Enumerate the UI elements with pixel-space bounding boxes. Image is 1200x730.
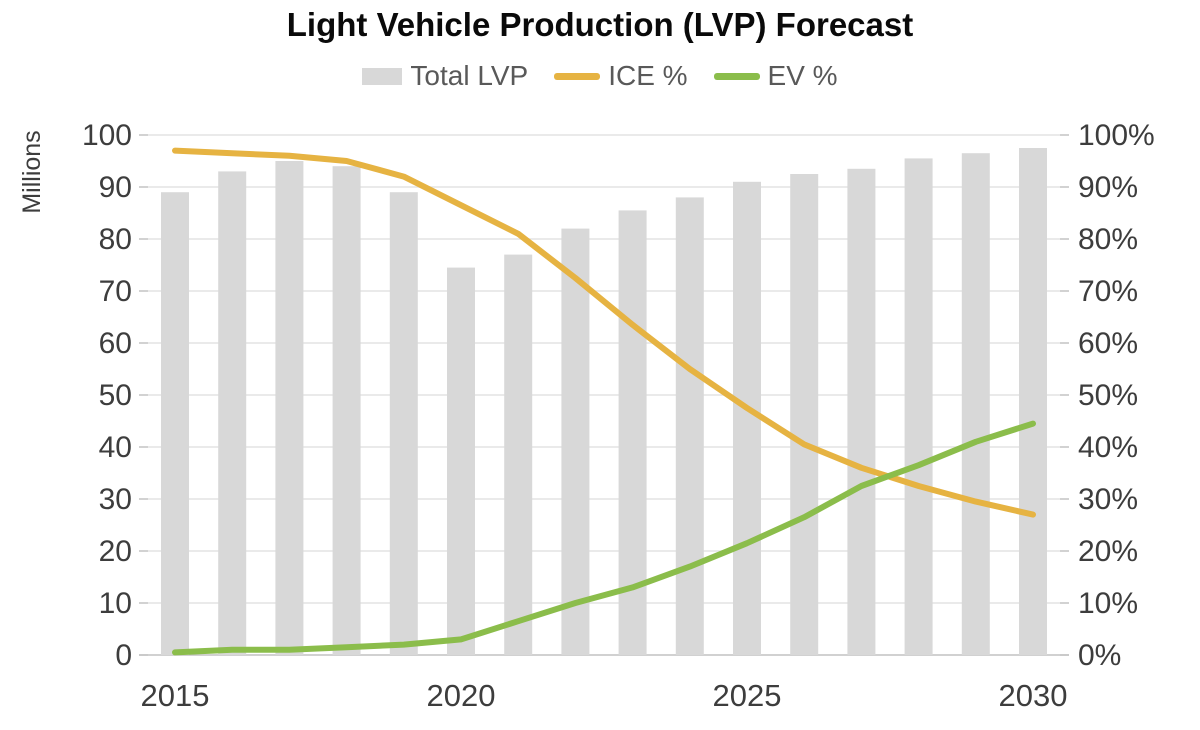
right-axis-tick-label: 20% (1078, 535, 1138, 568)
left-axis-tick-label: 90 (99, 171, 132, 204)
bar-2016 (218, 171, 247, 655)
bar-2018 (332, 166, 361, 655)
y-axis-title: Millions (18, 130, 46, 213)
bar-2019 (389, 192, 418, 655)
left-axis-tick-label: 0 (115, 639, 132, 672)
x-axis-tick-label: 2030 (999, 678, 1068, 713)
line-series-ev (172, 420, 1036, 656)
right-axis-tick-label: 70% (1078, 275, 1138, 308)
left-axis-tick-label: 20 (99, 535, 132, 568)
left-axis-tick-label: 30 (99, 483, 132, 516)
bar-2026 (790, 174, 819, 655)
right-axis-tick-label: 100% (1078, 119, 1155, 152)
bar-swatch-icon (362, 67, 403, 85)
left-axis-tick-label: 50 (99, 379, 132, 412)
legend-label-total-lvp: Total LVP (410, 60, 529, 91)
bar-2028 (904, 158, 933, 655)
left-axis-tick-label: 60 (99, 327, 132, 360)
x-axis-tick-label: 2025 (713, 678, 782, 713)
right-axis-tick-label: 80% (1078, 223, 1138, 256)
legend-label-ev: EV % (767, 60, 838, 91)
right-axis-tick-label: 60% (1078, 327, 1138, 360)
right-axis-tick-label: 40% (1078, 431, 1138, 464)
bar-2024 (675, 197, 704, 655)
legend-item-ev: EV % (713, 60, 838, 92)
bar-2022 (561, 228, 590, 655)
x-axis-tick-label: 2020 (427, 678, 496, 713)
bar-2021 (504, 254, 533, 655)
bar-2025 (733, 181, 761, 656)
bar-2030 (1019, 148, 1047, 655)
legend: Total LVP ICE % EV % (0, 60, 1200, 92)
bar-2015 (161, 192, 189, 655)
left-axis-tick-label: 80 (99, 223, 132, 256)
bar-2020 (447, 267, 475, 655)
line-swatch-icon (713, 72, 760, 80)
legend-item-ice: ICE % (554, 60, 688, 92)
right-axis-tick-label: 50% (1078, 379, 1138, 412)
right-axis-tick-label: 30% (1078, 483, 1138, 516)
legend-item-total-lvp: Total LVP (362, 60, 528, 92)
legend-label-ice: ICE % (608, 60, 688, 91)
bar-2029 (961, 153, 990, 655)
bar-2017 (275, 161, 304, 655)
x-axis-tick-label: 2015 (141, 678, 210, 713)
right-axis-tick-label: 0% (1078, 639, 1121, 672)
right-axis-tick-label: 90% (1078, 171, 1138, 204)
left-axis-tick-label: 100 (82, 119, 132, 152)
right-axis-tick-label: 10% (1078, 587, 1138, 620)
left-axis-tick-label: 70 (99, 275, 132, 308)
left-axis-tick-label: 40 (99, 431, 132, 464)
line-swatch-icon (554, 72, 601, 80)
left-axis-tick-label: 10 (99, 587, 132, 620)
bar-2027 (847, 168, 876, 656)
line-series-ice (172, 147, 1036, 518)
chart-title: Light Vehicle Production (LVP) Forecast (286, 6, 914, 43)
